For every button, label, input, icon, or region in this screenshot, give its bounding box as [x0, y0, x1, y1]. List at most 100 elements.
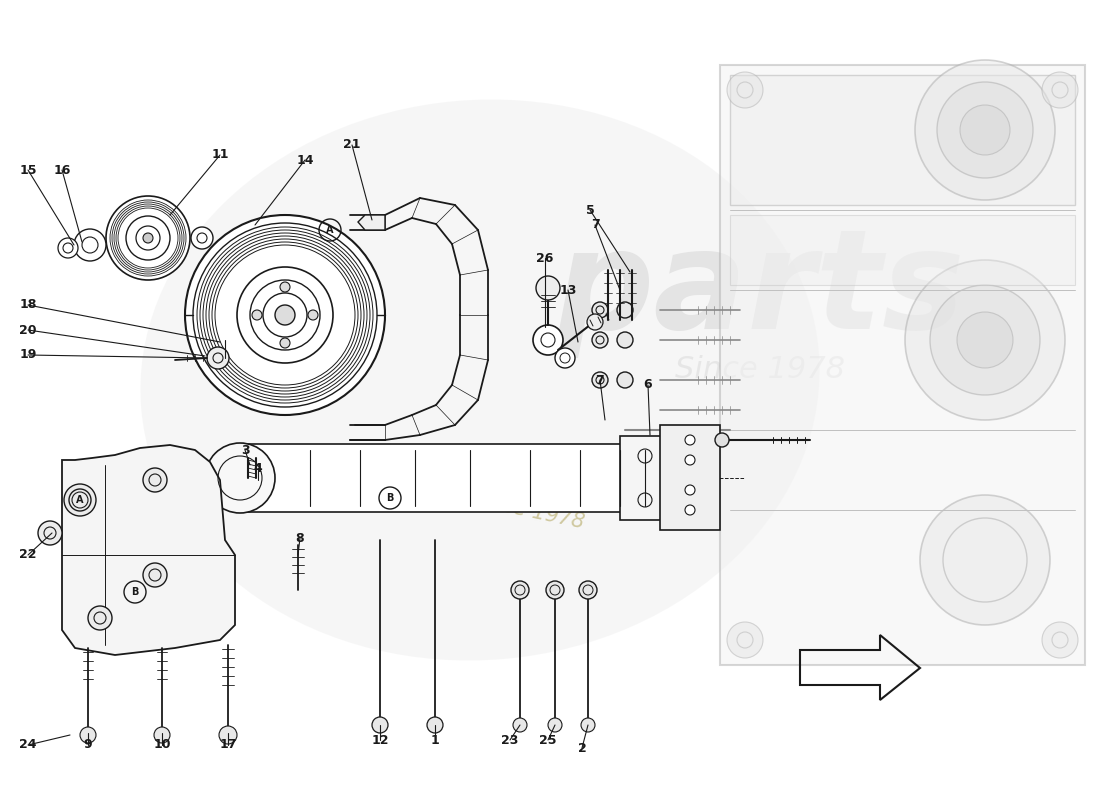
Text: 17: 17 — [219, 738, 236, 751]
Circle shape — [617, 332, 632, 348]
Text: 26: 26 — [537, 251, 553, 265]
Circle shape — [905, 260, 1065, 420]
Text: 24: 24 — [20, 738, 36, 751]
Circle shape — [154, 727, 170, 743]
Circle shape — [536, 276, 560, 300]
Circle shape — [427, 717, 443, 733]
Circle shape — [58, 238, 78, 258]
Circle shape — [280, 282, 290, 292]
Text: Since 1978: Since 1978 — [675, 355, 845, 385]
Polygon shape — [720, 65, 1085, 665]
Circle shape — [685, 435, 695, 445]
Circle shape — [1042, 72, 1078, 108]
Text: 7: 7 — [595, 374, 604, 386]
Text: 11: 11 — [211, 149, 229, 162]
Circle shape — [685, 485, 695, 495]
Text: 3: 3 — [241, 443, 250, 457]
Circle shape — [308, 310, 318, 320]
Text: 16: 16 — [53, 163, 70, 177]
Polygon shape — [358, 215, 385, 230]
Text: 14: 14 — [296, 154, 314, 166]
Polygon shape — [730, 75, 1075, 205]
FancyBboxPatch shape — [231, 444, 669, 512]
Circle shape — [579, 581, 597, 599]
Text: 2: 2 — [578, 742, 586, 754]
Circle shape — [1042, 622, 1078, 658]
Text: parts: parts — [554, 222, 966, 358]
Text: 22: 22 — [20, 549, 36, 562]
Circle shape — [960, 105, 1010, 155]
Circle shape — [920, 495, 1050, 625]
Text: 19: 19 — [20, 349, 36, 362]
Text: A: A — [327, 225, 333, 235]
Text: 4: 4 — [254, 462, 263, 474]
Text: B: B — [386, 493, 394, 503]
Polygon shape — [660, 425, 720, 530]
Polygon shape — [730, 215, 1075, 285]
Circle shape — [915, 60, 1055, 200]
Circle shape — [617, 372, 632, 388]
Circle shape — [930, 285, 1040, 395]
Circle shape — [185, 215, 385, 415]
Circle shape — [39, 521, 62, 545]
Circle shape — [727, 622, 763, 658]
Text: 12: 12 — [372, 734, 388, 746]
Text: 10: 10 — [153, 738, 170, 751]
Text: 23: 23 — [502, 734, 519, 746]
Circle shape — [512, 581, 529, 599]
Text: 15: 15 — [20, 163, 36, 177]
Circle shape — [587, 314, 603, 330]
Circle shape — [513, 718, 527, 732]
Text: A: A — [76, 495, 84, 505]
Text: 6: 6 — [644, 378, 652, 391]
Text: 13: 13 — [559, 283, 576, 297]
Polygon shape — [620, 436, 685, 520]
Circle shape — [143, 233, 153, 243]
Circle shape — [727, 72, 763, 108]
Text: 8: 8 — [296, 531, 305, 545]
Circle shape — [715, 433, 729, 447]
Circle shape — [143, 563, 167, 587]
Circle shape — [74, 229, 106, 261]
Text: 9: 9 — [84, 738, 92, 751]
Circle shape — [191, 227, 213, 249]
Circle shape — [88, 606, 112, 630]
Circle shape — [685, 505, 695, 515]
Circle shape — [592, 332, 608, 348]
Circle shape — [126, 216, 170, 260]
Text: 7: 7 — [591, 218, 600, 231]
Polygon shape — [62, 445, 235, 655]
Ellipse shape — [141, 99, 820, 661]
Circle shape — [548, 718, 562, 732]
Circle shape — [80, 727, 96, 743]
Circle shape — [617, 302, 632, 318]
Text: 20: 20 — [20, 323, 36, 337]
Circle shape — [106, 196, 190, 280]
Circle shape — [546, 581, 564, 599]
Circle shape — [236, 267, 333, 363]
Text: 5: 5 — [585, 203, 594, 217]
Text: a passion for parts since 1978: a passion for parts since 1978 — [274, 447, 586, 533]
Circle shape — [685, 455, 695, 465]
Circle shape — [252, 310, 262, 320]
Text: 21: 21 — [343, 138, 361, 151]
Circle shape — [534, 325, 563, 355]
Text: 1: 1 — [430, 734, 439, 746]
Circle shape — [280, 338, 290, 348]
Text: 25: 25 — [539, 734, 557, 746]
Text: B: B — [131, 587, 139, 597]
Circle shape — [581, 718, 595, 732]
Circle shape — [556, 348, 575, 368]
Circle shape — [64, 484, 96, 516]
Circle shape — [592, 302, 608, 318]
Text: 18: 18 — [20, 298, 36, 311]
Circle shape — [592, 372, 608, 388]
Circle shape — [207, 347, 229, 369]
Circle shape — [219, 726, 236, 744]
Circle shape — [205, 443, 275, 513]
Circle shape — [275, 305, 295, 325]
Circle shape — [143, 468, 167, 492]
Circle shape — [937, 82, 1033, 178]
Circle shape — [372, 717, 388, 733]
Circle shape — [957, 312, 1013, 368]
